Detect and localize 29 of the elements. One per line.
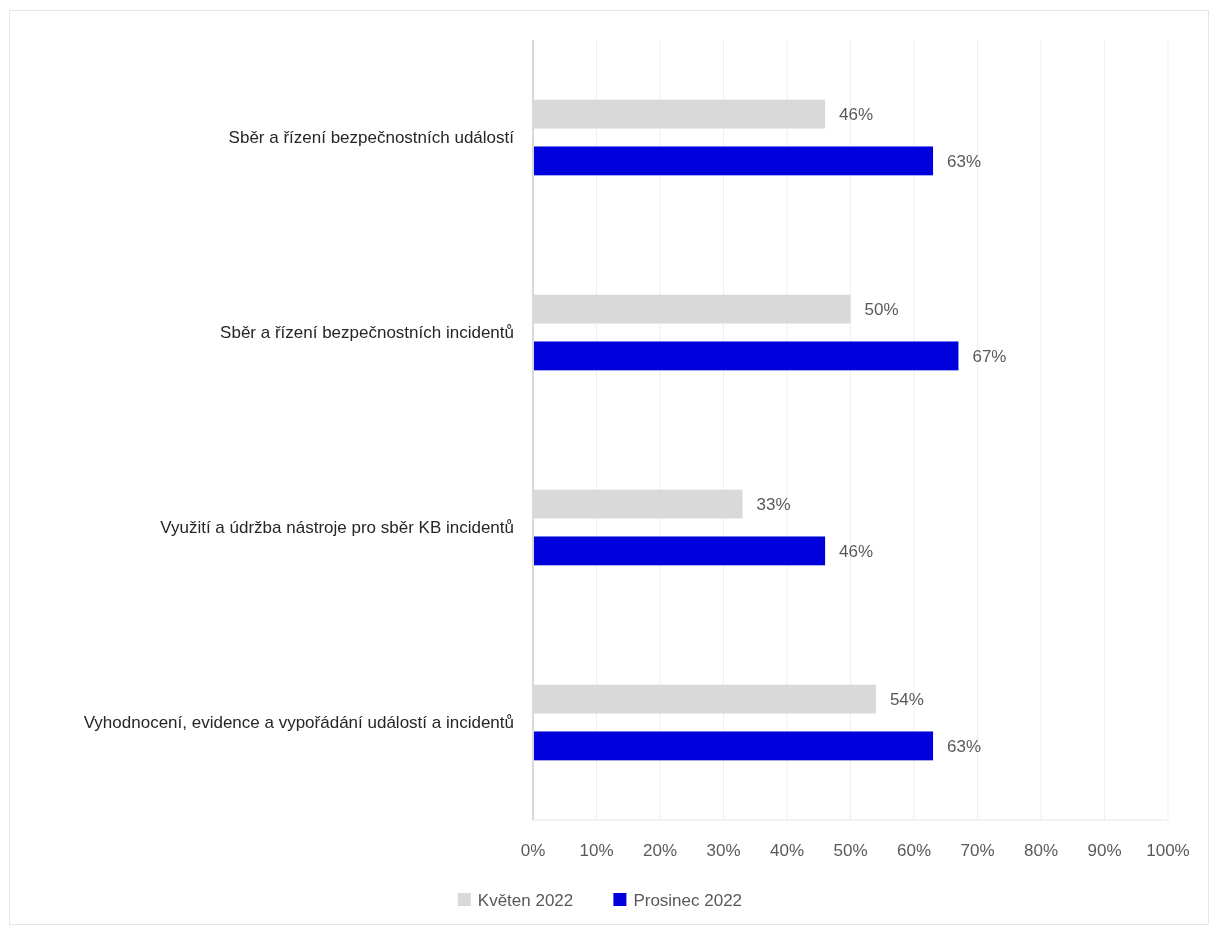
bar [533,536,826,566]
bar [533,341,959,371]
y-tick-label: Využití a údržba nástroje pro sběr KB incidentů [160,518,514,538]
legend-label: Květen 2022 [477,890,574,910]
x-tick-label: 30% [706,840,741,860]
x-tick-label: 0% [520,840,546,860]
data-label: 46% [839,541,874,561]
data-label: 63% [947,736,982,756]
data-label: 46% [839,105,874,125]
x-tick-label: 40% [769,840,805,860]
x-tick-label: 80% [1023,840,1059,860]
x-tick-label: 60% [896,840,932,860]
bar [533,146,934,176]
data-label: 63% [947,151,982,171]
x-tick-label: 50% [833,840,868,860]
x-tick-label: 90% [1087,840,1122,860]
x-tick-label: 20% [642,840,678,860]
x-tick-label: 70% [960,840,995,860]
data-label: 50% [864,300,899,320]
y-tick-label: Sběr a řízení bezpečnostních incidentů [220,323,514,343]
y-tick-label: Vyhodnocení, evidence a vypořádání událostí a incidentů [83,713,514,733]
legend-label: Prosinec 2022 [633,890,743,910]
bar [533,731,934,761]
data-label: 67% [972,346,1007,366]
x-tick-label: 100% [1146,840,1190,860]
data-label: 33% [756,495,791,515]
data-label: 54% [889,690,924,710]
y-tick-label: Sběr a řízení bezpečnostních událostí [228,128,515,148]
x-tick-label: 10% [579,840,614,860]
